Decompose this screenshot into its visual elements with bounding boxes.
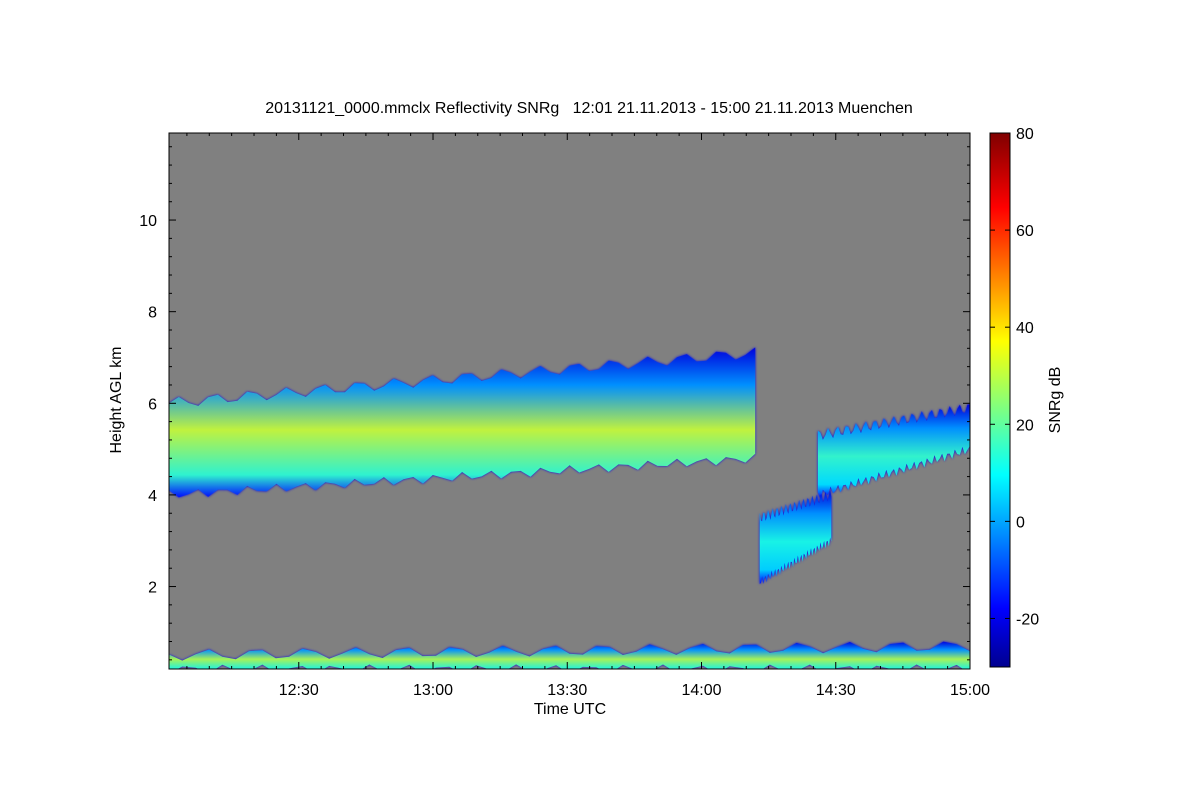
x-axis-label: Time UTC <box>534 701 606 718</box>
x-tick-label: 13:00 <box>413 682 453 699</box>
echo-region <box>817 404 970 499</box>
y-tick-label: 8 <box>148 305 157 322</box>
x-tick-label: 14:30 <box>816 682 856 699</box>
colorbar-tick-label: -20 <box>1016 611 1039 628</box>
colorbar-scale <box>989 132 1011 668</box>
x-tick-label: 13:30 <box>547 682 587 699</box>
radar-echoes <box>169 347 970 669</box>
colorbar-tick-label: 0 <box>1016 514 1025 531</box>
echo-region <box>759 489 832 584</box>
chart-title: 20131121_0000.mmclx Reflectivity SNRg 12… <box>265 100 913 117</box>
x-tick-label: 15:00 <box>950 682 990 699</box>
plot-frame <box>168 132 971 670</box>
y-axis: 2 4 6 8 10 <box>139 146 970 661</box>
echo-region <box>169 641 970 669</box>
colorbar-tick-label: 20 <box>1016 417 1034 434</box>
plot-area <box>168 132 971 670</box>
colorbar-tick-label: 80 <box>1016 126 1034 143</box>
colorbar-ticks: -20 0 20 40 60 80 <box>990 126 1039 628</box>
y-tick-label: 10 <box>139 213 157 230</box>
colorbar-label: SNRg dB <box>1047 367 1064 434</box>
y-tick-label: 6 <box>148 396 157 413</box>
y-tick-label: 4 <box>148 488 157 505</box>
echo-region <box>169 347 756 498</box>
x-tick-label: 14:00 <box>681 682 721 699</box>
x-tick-label: 12:30 <box>279 682 319 699</box>
colorbar-tick-label: 60 <box>1016 223 1034 240</box>
y-tick-label: 2 <box>148 580 157 597</box>
colorbar: -20 0 20 40 60 80 SNRg dB <box>989 126 1064 668</box>
y-axis-label: Height AGL km <box>108 346 125 453</box>
colorbar-tick-label: 40 <box>1016 320 1034 337</box>
x-axis: 12:30 13:00 13:30 14:00 14:30 15:00 <box>186 133 990 699</box>
